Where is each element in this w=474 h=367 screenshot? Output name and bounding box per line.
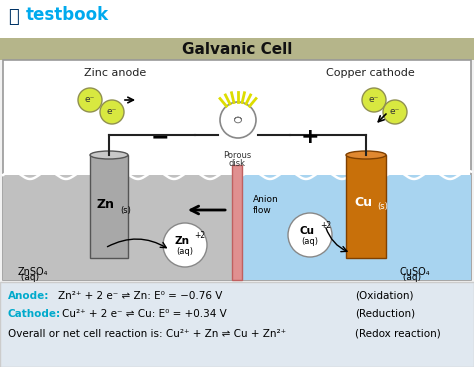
Circle shape [362,88,386,112]
Text: CuSO₄: CuSO₄ [400,267,430,277]
Text: (aq): (aq) [18,273,39,283]
Text: disk: disk [228,159,246,167]
Ellipse shape [346,151,386,159]
Text: Zinc anode: Zinc anode [84,68,146,78]
Text: (s): (s) [377,203,388,211]
Text: (aq): (aq) [400,273,421,283]
Text: e⁻: e⁻ [85,95,95,105]
Text: e⁻: e⁻ [390,108,400,116]
Text: +2: +2 [320,221,331,229]
Bar [3,60,471,280]
Circle shape [78,88,102,112]
Text: +: + [301,127,319,147]
Text: (aq): (aq) [301,236,319,246]
Text: +2: +2 [194,230,205,240]
Bar [243,175,471,280]
Text: (Reduction): (Reduction) [355,309,415,319]
Text: ZnSO₄: ZnSO₄ [18,267,48,277]
Bar [0,0,474,38]
Circle shape [383,100,407,124]
Text: Anion
flow: Anion flow [253,195,279,215]
Text: Zn: Zn [97,199,115,211]
Circle shape [163,223,207,267]
Bar [232,165,242,280]
Ellipse shape [90,151,128,159]
Text: −: − [151,127,169,147]
Text: Cu²⁺ + 2 e⁻ ⇌ Cu: E⁰ = +0.34 V: Cu²⁺ + 2 e⁻ ⇌ Cu: E⁰ = +0.34 V [62,309,227,319]
Text: Cathode:: Cathode: [8,309,61,319]
Text: (Oxidation): (Oxidation) [355,291,413,301]
Circle shape [100,100,124,124]
Text: e⁻: e⁻ [107,108,117,116]
Circle shape [288,213,332,257]
Text: Zn²⁺ + 2 e⁻ ⇌ Zn: E⁰ = −0.76 V: Zn²⁺ + 2 e⁻ ⇌ Zn: E⁰ = −0.76 V [58,291,222,301]
Text: Copper cathode: Copper cathode [326,68,414,78]
Text: Overall or net cell reaction is: Cu²⁺ + Zn ⇌ Cu + Zn²⁺: Overall or net cell reaction is: Cu²⁺ + … [8,329,286,339]
Circle shape [220,102,256,138]
Text: (Redox reaction): (Redox reaction) [355,329,441,339]
Bar [0,282,474,367]
Text: ⧉: ⧉ [8,8,19,26]
Bar [90,155,128,258]
Text: (s): (s) [120,206,131,214]
Text: Cu: Cu [354,196,372,208]
Text: Galvanic Cell: Galvanic Cell [182,41,292,57]
Text: e⁻: e⁻ [369,95,379,105]
Text: testbook: testbook [26,6,109,24]
Bar [0,38,474,60]
Text: Cu: Cu [300,226,315,236]
Text: (aq): (aq) [176,247,193,255]
Bar [3,175,236,280]
Text: Porous: Porous [223,150,251,160]
Text: Zn: Zn [174,236,190,246]
Text: Anode:: Anode: [8,291,49,301]
Bar [346,155,386,258]
